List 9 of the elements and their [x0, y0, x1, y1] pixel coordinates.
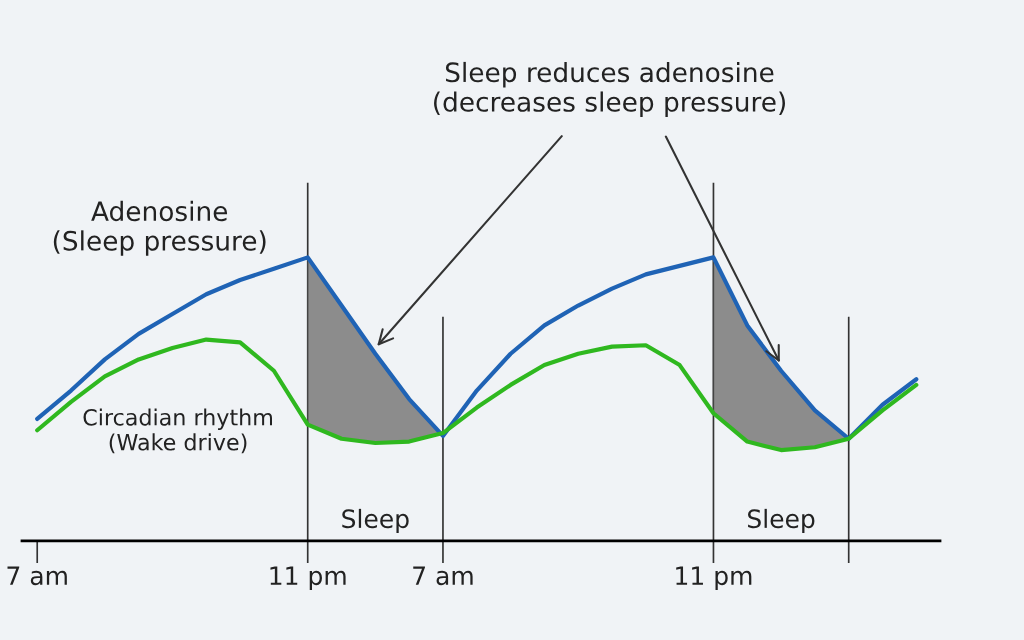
annotation: Sleep	[342, 508, 409, 534]
x-tick-label: 11 pm	[676, 566, 752, 590]
series-label: Circadian rhythm (Wake drive)	[83, 408, 272, 454]
series-label: Adenosine (Sleep pressure)	[53, 200, 266, 256]
x-tick-label: 7 am	[413, 566, 473, 586]
text: Sleep reduces adenosine (decreases sleep pressure)	[434, 61, 786, 117]
x-tick-label: 7 am	[7, 566, 67, 586]
x-tick-label: 11 pm	[270, 566, 346, 590]
annotation: Sleep	[748, 508, 815, 534]
